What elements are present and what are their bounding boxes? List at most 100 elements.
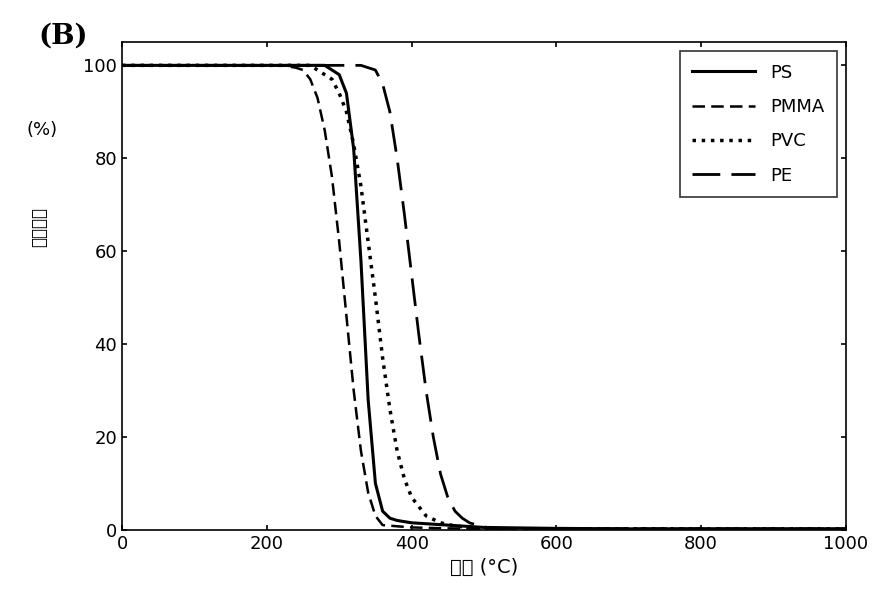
PVC <box>356 182 366 190</box>
PS <box>841 525 851 532</box>
PMMA <box>276 62 287 69</box>
PS <box>378 507 388 515</box>
PS <box>312 62 323 69</box>
PVC <box>385 405 395 412</box>
PS <box>551 525 562 532</box>
PMMA <box>696 525 706 532</box>
PS <box>327 66 337 73</box>
PE <box>319 62 330 69</box>
PMMA <box>262 62 272 69</box>
PVC <box>349 141 359 148</box>
PE <box>356 62 366 69</box>
PVC <box>450 523 460 530</box>
PE <box>370 66 380 73</box>
PVC <box>117 62 127 69</box>
PVC <box>464 524 474 531</box>
PMMA <box>305 76 316 83</box>
PE <box>428 433 439 441</box>
Line: PS: PS <box>122 66 846 529</box>
PE <box>421 387 432 394</box>
PS <box>623 525 634 532</box>
PMMA <box>363 489 373 496</box>
PE <box>435 470 446 477</box>
PVC <box>406 494 417 501</box>
PS <box>370 480 380 487</box>
PE <box>501 525 511 532</box>
PE <box>486 524 496 532</box>
Line: PMMA: PMMA <box>122 66 846 529</box>
PVC <box>623 525 634 532</box>
PS <box>768 525 779 532</box>
PVC <box>312 66 323 73</box>
PMMA <box>551 525 562 532</box>
PMMA <box>327 173 337 181</box>
PE <box>363 64 373 71</box>
PVC <box>551 525 562 532</box>
PS <box>479 524 489 531</box>
PE <box>406 271 417 278</box>
PMMA <box>297 66 309 73</box>
PMMA <box>406 524 417 531</box>
PS <box>392 517 402 524</box>
PS <box>319 62 330 69</box>
PE <box>479 523 489 530</box>
PE <box>399 210 410 217</box>
PS <box>406 519 417 526</box>
PE <box>514 525 525 532</box>
PE <box>494 525 504 532</box>
PMMA <box>319 127 330 134</box>
PE <box>341 62 351 69</box>
PVC <box>319 71 330 78</box>
PS <box>334 71 344 78</box>
PVC <box>189 62 200 69</box>
PE <box>696 525 706 532</box>
PS <box>356 257 366 264</box>
PE <box>392 155 402 162</box>
PS <box>349 145 359 152</box>
PMMA <box>442 525 453 532</box>
X-axis label: 温度 (°C): 温度 (°C) <box>450 558 518 577</box>
PE <box>450 507 460 515</box>
PVC <box>341 108 351 116</box>
Line: PE: PE <box>122 66 846 529</box>
Text: (%): (%) <box>27 121 58 139</box>
PVC <box>392 447 402 455</box>
PVC <box>363 238 373 246</box>
PS <box>305 62 316 69</box>
PMMA <box>290 64 301 71</box>
PMMA <box>334 238 344 246</box>
Legend: PS, PMMA, PVC, PE: PS, PMMA, PVC, PE <box>679 51 837 197</box>
PE <box>442 494 453 501</box>
PMMA <box>370 512 380 520</box>
PE <box>551 525 562 532</box>
PS <box>189 62 200 69</box>
PVC <box>479 525 489 532</box>
PMMA <box>841 525 851 532</box>
PVC <box>378 355 388 362</box>
PMMA <box>189 62 200 69</box>
PE <box>385 108 395 116</box>
Line: PVC: PVC <box>122 66 846 529</box>
PVC <box>283 62 294 69</box>
PE <box>378 80 388 87</box>
PMMA <box>356 447 366 455</box>
Text: (B): (B) <box>39 23 88 49</box>
PVC <box>305 62 316 69</box>
PVC <box>508 525 518 532</box>
PE <box>623 525 634 532</box>
PS <box>262 62 272 69</box>
PMMA <box>341 312 351 320</box>
PVC <box>327 76 337 83</box>
PE <box>472 521 482 529</box>
PE <box>457 515 467 522</box>
PE <box>464 519 474 526</box>
PS <box>385 515 395 522</box>
Text: 质量分数: 质量分数 <box>30 208 48 247</box>
PE <box>189 62 200 69</box>
PVC <box>297 62 309 69</box>
PE <box>349 62 359 69</box>
PVC <box>494 525 504 532</box>
PMMA <box>623 525 634 532</box>
PMMA <box>479 525 489 532</box>
PVC <box>334 90 344 97</box>
